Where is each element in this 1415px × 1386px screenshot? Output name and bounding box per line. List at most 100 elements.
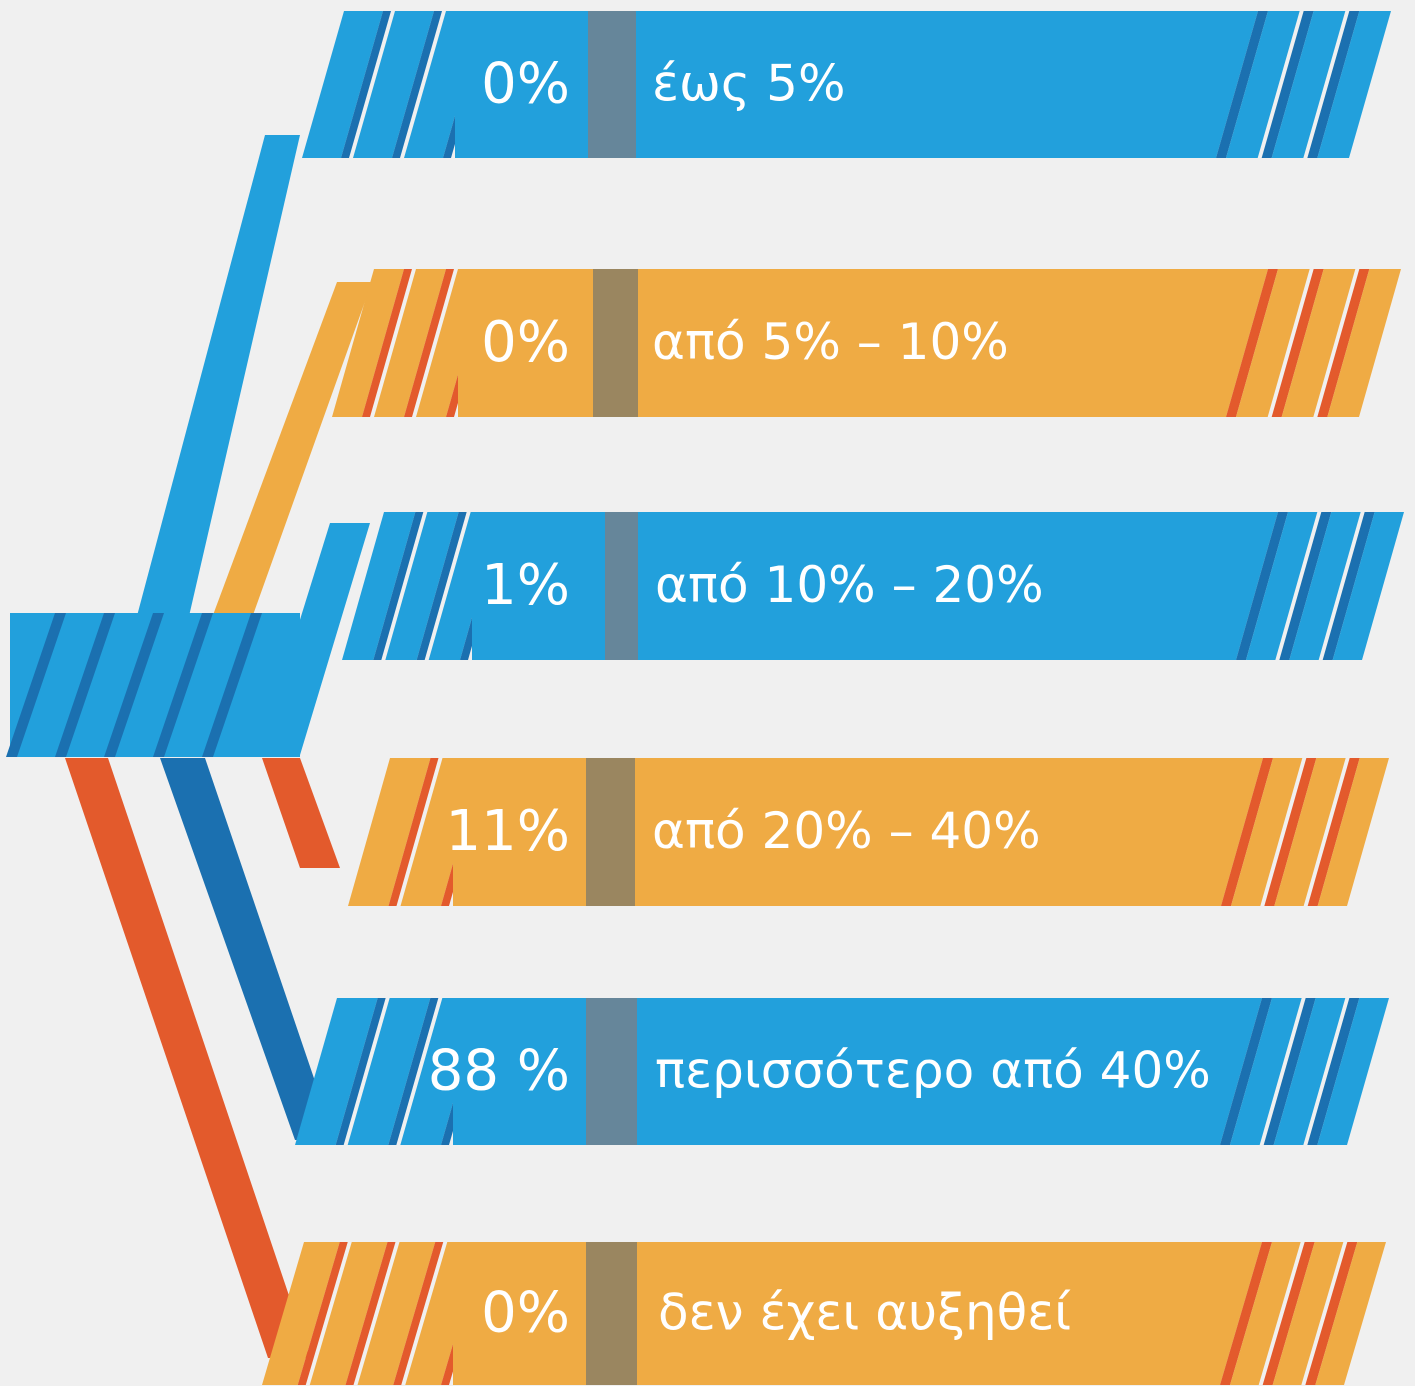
row-right-decor <box>1221 758 1389 906</box>
row-right-decor <box>1236 512 1404 660</box>
row-right-decor <box>1216 11 1391 158</box>
row-3: 1% από 10% – 20% <box>342 512 1404 660</box>
right-stripe-shadow <box>1279 512 1332 660</box>
right-stripe <box>1317 758 1389 906</box>
left-stripe-shadow <box>392 11 442 158</box>
hub-stripes <box>6 613 262 757</box>
row-value-label: 11% <box>446 799 570 864</box>
right-stripe-shadow <box>1307 11 1360 158</box>
left-stripe <box>309 1242 388 1385</box>
row-body <box>455 11 1258 158</box>
right-stripe-shadow <box>1220 998 1272 1145</box>
right-stripe-shadow <box>1220 1242 1272 1385</box>
left-stripe <box>348 758 431 906</box>
right-stripe <box>1289 512 1361 660</box>
right-stripe <box>1327 269 1401 417</box>
right-stripe <box>1272 1242 1344 1385</box>
row-body <box>458 269 1268 417</box>
row-divider <box>588 11 636 158</box>
row-divider <box>586 1242 637 1385</box>
left-stripe-shadow <box>335 998 386 1145</box>
right-stripe <box>1273 998 1346 1145</box>
right-stripe-shadow <box>1263 998 1316 1145</box>
row-right-decor <box>1220 1242 1386 1385</box>
left-stripe <box>342 512 416 660</box>
right-stripe <box>1274 758 1346 906</box>
right-stripe-shadow <box>1221 758 1273 906</box>
row-divider <box>586 998 637 1145</box>
row-body <box>472 512 1278 660</box>
left-stripe <box>357 1242 436 1385</box>
branch-connector-row-5 <box>160 758 335 1140</box>
hub-stripe <box>104 613 164 757</box>
left-stripe <box>385 512 459 660</box>
right-stripe-shadow <box>1261 11 1314 158</box>
left-stripe <box>353 11 434 158</box>
right-stripe <box>1315 1242 1386 1385</box>
row-category-label: από 10% – 20% <box>655 556 1044 614</box>
right-stripe <box>1246 512 1318 660</box>
row-divider <box>605 512 638 660</box>
row-value-label: 1% <box>481 553 570 618</box>
left-stripe-shadow <box>388 998 439 1145</box>
left-stripe <box>347 998 431 1145</box>
left-stripe-shadow <box>341 11 391 158</box>
branch-connectors <box>65 135 372 1358</box>
hub-stripe <box>202 613 262 757</box>
hub-stripe <box>6 613 66 757</box>
left-stripe-shadow <box>416 512 467 660</box>
branch-connector-row-2 <box>213 282 372 615</box>
row-body <box>453 758 1263 906</box>
right-stripe <box>1281 269 1356 417</box>
row-4: 11% από 20% – 40% <box>348 758 1389 906</box>
branch-connector-row-1 <box>100 135 300 755</box>
row-category-label: δεν έχει αυξηθεί <box>658 1284 1071 1342</box>
hub-stripe <box>55 613 115 757</box>
right-stripe-shadow <box>1216 11 1268 158</box>
row-divider <box>593 269 638 417</box>
right-stripe <box>1226 11 1300 158</box>
right-stripe-shadow <box>1305 1242 1358 1385</box>
right-stripe <box>1317 11 1391 158</box>
right-stripe-shadow <box>1262 1242 1315 1385</box>
left-stripe-shadow <box>297 1242 348 1385</box>
left-stripe <box>374 269 446 417</box>
row-right-decor <box>1220 998 1389 1145</box>
row-value-label: 88 % <box>428 1039 570 1104</box>
right-stripe-shadow <box>1307 758 1360 906</box>
row-category-label: έως 5% <box>652 55 845 113</box>
right-stripe-shadow <box>1226 269 1278 417</box>
right-stripe <box>1236 269 1310 417</box>
row-value-label: 0% <box>481 310 570 375</box>
row-divider <box>586 758 635 906</box>
right-stripe <box>1332 512 1404 660</box>
left-stripe <box>262 1242 340 1385</box>
branch-connector-row-4 <box>262 758 340 868</box>
right-stripe-shadow <box>1322 512 1375 660</box>
row-category-label: περισσότερο από 40% <box>655 1042 1211 1100</box>
row-2: 0% από 5% – 10% <box>332 269 1401 417</box>
hub <box>6 613 300 757</box>
row-category-label: από 20% – 40% <box>652 802 1041 860</box>
right-stripe-shadow <box>1307 998 1360 1145</box>
row-1: 0% έως 5% <box>302 11 1391 158</box>
left-stripe <box>302 11 383 158</box>
right-stripe <box>1317 998 1389 1145</box>
row-5: 88 % περισσότερο από 40% <box>295 998 1389 1145</box>
left-stripe <box>332 269 404 417</box>
right-stripe-shadow <box>1317 269 1370 417</box>
row-value-label: 0% <box>481 52 570 117</box>
row-value-label: 0% <box>481 1281 570 1346</box>
right-stripe <box>1230 1242 1301 1385</box>
row-body <box>453 998 1262 1145</box>
left-stripe-shadow <box>393 1242 444 1385</box>
row-6: 0% δεν έχει αυξηθεί <box>262 1242 1386 1385</box>
right-stripe-shadow <box>1264 758 1317 906</box>
left-stripe-shadow <box>404 269 454 417</box>
right-stripe-shadow <box>1236 512 1288 660</box>
right-stripe <box>1231 758 1303 906</box>
left-stripe-shadow <box>388 758 439 906</box>
left-stripe-shadow <box>373 512 424 660</box>
row-left-decor <box>342 512 510 660</box>
